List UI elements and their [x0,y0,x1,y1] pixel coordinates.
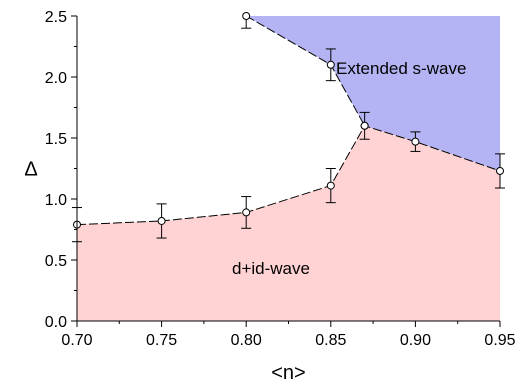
x-tick-label: 0.70 [61,332,92,349]
y-tick-label: 0.0 [45,314,67,331]
x-tick-label: 0.85 [315,332,346,349]
y-tick-label: 1.0 [45,192,67,209]
data-point [326,60,335,69]
data-point [360,121,369,130]
region-label-d-id-wave: d+id-wave [232,259,310,278]
x-tick-label: 0.80 [231,332,262,349]
y-tick-label: 2.0 [45,70,67,87]
axes-layer: 0.70 0.75 0.80 0.85 0.90 0.95 0.0 0.5 1.0 1.5 2.0 2… [45,9,516,349]
data-point [411,137,420,146]
y-tick-label: 2.5 [45,9,67,26]
region-extended-s-wave [246,16,500,171]
y-tick-label: 0.5 [45,253,67,270]
data-point [242,208,251,217]
x-axis-title: <n> [271,362,305,384]
data-point [496,166,504,175]
data-point [242,12,251,20]
x-tick-label: 0.95 [484,332,515,349]
region-d-id-wave [77,125,500,321]
y-axis-title: Δ [24,159,37,181]
x-tick-label: 0.75 [146,332,177,349]
y-tick-label: 1.5 [45,131,67,148]
region-label-extended-s-wave: Extended s-wave [336,59,466,78]
regions-layer [77,16,500,321]
labels-layer: <n> Δd+id-wave Extended s-wave [24,59,466,384]
data-point [157,216,166,225]
data-point [326,181,335,190]
x-tick-label: 0.90 [400,332,431,349]
